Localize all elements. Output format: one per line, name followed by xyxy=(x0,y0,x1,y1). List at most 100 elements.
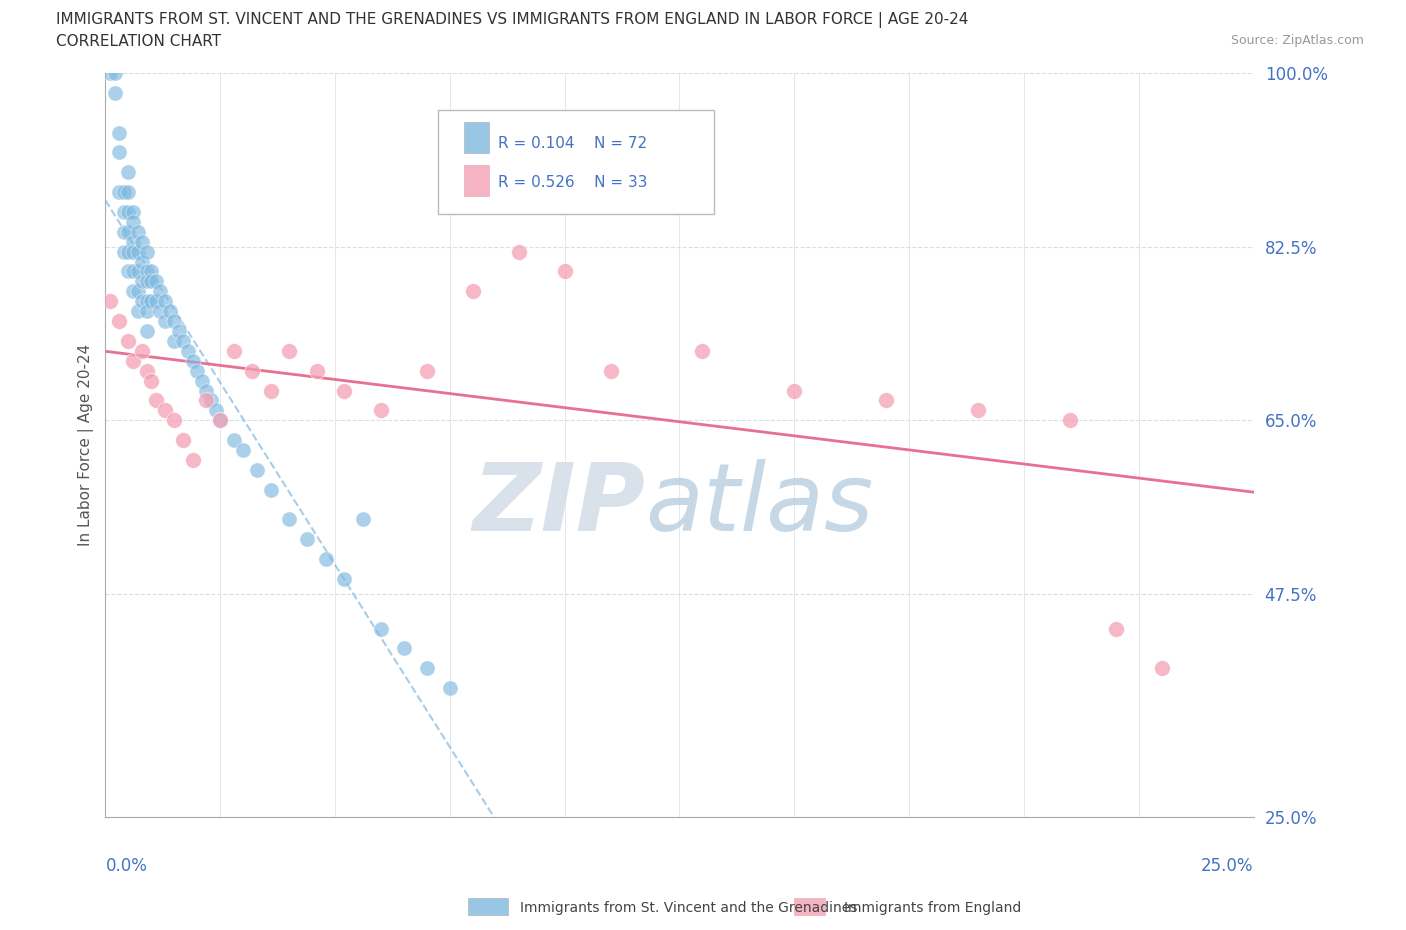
Point xyxy=(122,284,145,299)
Point xyxy=(131,343,153,358)
Point xyxy=(122,264,145,279)
Bar xyxy=(464,166,489,196)
Bar xyxy=(794,898,825,915)
Text: R = 0.526    N = 33: R = 0.526 N = 33 xyxy=(498,176,648,191)
Point xyxy=(112,205,135,219)
Point xyxy=(117,334,139,349)
Point xyxy=(153,294,176,309)
Point xyxy=(135,294,157,309)
Point xyxy=(127,245,149,259)
Point xyxy=(370,621,392,636)
Point xyxy=(135,324,157,339)
Text: Immigrants from St. Vincent and the Grenadines: Immigrants from St. Vincent and the Gren… xyxy=(520,900,858,915)
Point xyxy=(333,383,356,398)
Point xyxy=(141,294,163,309)
Point xyxy=(172,432,194,447)
Point xyxy=(112,224,135,239)
Text: atlas: atlas xyxy=(645,459,873,550)
Point xyxy=(232,443,254,458)
Point xyxy=(117,165,139,179)
Point xyxy=(108,185,131,200)
Point xyxy=(112,185,135,200)
Point xyxy=(246,462,269,477)
Point xyxy=(141,274,163,289)
Text: IMMIGRANTS FROM ST. VINCENT AND THE GRENADINES VS IMMIGRANTS FROM ENGLAND IN LAB: IMMIGRANTS FROM ST. VINCENT AND THE GREN… xyxy=(56,12,969,28)
Point xyxy=(305,364,328,379)
Point xyxy=(149,284,172,299)
Point xyxy=(163,413,186,428)
Point xyxy=(159,304,181,319)
Point xyxy=(145,393,167,408)
Point xyxy=(112,245,135,259)
Point xyxy=(554,264,576,279)
Point xyxy=(98,66,121,81)
Point xyxy=(131,234,153,249)
Point xyxy=(209,413,232,428)
Point xyxy=(117,245,139,259)
Point xyxy=(127,304,149,319)
Point xyxy=(195,383,218,398)
Y-axis label: In Labor Force | Age 20-24: In Labor Force | Age 20-24 xyxy=(79,344,94,546)
Point xyxy=(135,304,157,319)
Bar xyxy=(464,122,489,153)
Point xyxy=(135,245,157,259)
Point xyxy=(875,393,897,408)
Text: 25.0%: 25.0% xyxy=(1201,857,1254,874)
Point xyxy=(461,284,484,299)
Point xyxy=(98,294,121,309)
Point xyxy=(333,572,356,587)
Point xyxy=(127,264,149,279)
Point xyxy=(131,294,153,309)
Point xyxy=(122,215,145,230)
Point xyxy=(117,205,139,219)
Point xyxy=(209,413,232,428)
Text: CORRELATION CHART: CORRELATION CHART xyxy=(56,34,221,49)
Point xyxy=(167,324,190,339)
Point xyxy=(103,66,125,81)
Point xyxy=(108,313,131,328)
Point xyxy=(181,353,204,368)
Point xyxy=(117,185,139,200)
Point xyxy=(108,145,131,160)
Text: Immigrants from England: Immigrants from England xyxy=(844,900,1021,915)
Point xyxy=(260,383,283,398)
Point xyxy=(135,264,157,279)
Point xyxy=(315,551,337,566)
Point xyxy=(127,224,149,239)
Point xyxy=(122,205,145,219)
Point xyxy=(145,294,167,309)
Point xyxy=(122,353,145,368)
Point xyxy=(163,313,186,328)
Point xyxy=(352,512,374,527)
Point xyxy=(145,274,167,289)
Point xyxy=(191,373,214,388)
Point xyxy=(222,432,245,447)
Point xyxy=(122,245,145,259)
Point xyxy=(692,343,714,358)
Point xyxy=(127,284,149,299)
Point xyxy=(153,403,176,418)
Point xyxy=(186,364,208,379)
Point xyxy=(135,364,157,379)
Text: 0.0%: 0.0% xyxy=(105,857,148,874)
Point xyxy=(416,364,439,379)
Point xyxy=(1105,621,1128,636)
Point xyxy=(135,274,157,289)
Point xyxy=(1059,413,1081,428)
Point xyxy=(141,373,163,388)
Point xyxy=(177,343,200,358)
Text: R = 0.104    N = 72: R = 0.104 N = 72 xyxy=(498,136,647,151)
Point xyxy=(370,403,392,418)
Point xyxy=(195,393,218,408)
Text: Source: ZipAtlas.com: Source: ZipAtlas.com xyxy=(1230,34,1364,47)
Point xyxy=(108,126,131,140)
Point xyxy=(783,383,806,398)
Point xyxy=(297,532,319,547)
Point xyxy=(240,364,263,379)
Point xyxy=(163,334,186,349)
Point xyxy=(967,403,990,418)
Point xyxy=(278,343,301,358)
Point xyxy=(149,304,172,319)
Point xyxy=(439,681,461,696)
Point xyxy=(200,393,222,408)
